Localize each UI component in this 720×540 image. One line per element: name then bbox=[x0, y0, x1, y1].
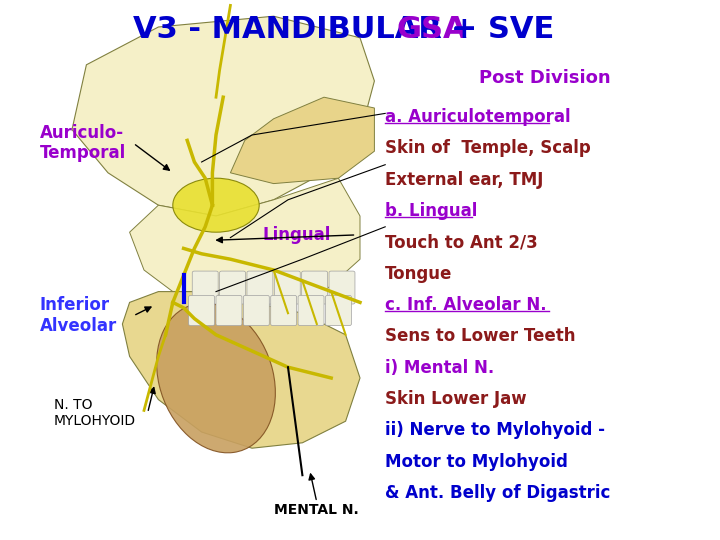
Text: Sens to Lower Teeth: Sens to Lower Teeth bbox=[385, 327, 576, 345]
Text: + SVE: + SVE bbox=[441, 15, 554, 44]
Text: Inferior
Alveolar: Inferior Alveolar bbox=[40, 296, 117, 335]
FancyBboxPatch shape bbox=[216, 295, 242, 326]
Text: Lingual: Lingual bbox=[263, 226, 331, 244]
Text: V3 - MANDIBULAR -: V3 - MANDIBULAR - bbox=[133, 15, 476, 44]
Text: External ear, TMJ: External ear, TMJ bbox=[385, 171, 544, 188]
Text: Motor to Mylohyoid: Motor to Mylohyoid bbox=[385, 453, 568, 470]
FancyBboxPatch shape bbox=[192, 271, 218, 304]
Polygon shape bbox=[130, 178, 360, 308]
Polygon shape bbox=[122, 292, 360, 448]
Text: c. Inf. Alveolar N.: c. Inf. Alveolar N. bbox=[385, 296, 546, 314]
Text: Post Division: Post Division bbox=[479, 69, 611, 87]
FancyBboxPatch shape bbox=[220, 271, 246, 304]
Text: ii) Nerve to Mylohyoid -: ii) Nerve to Mylohyoid - bbox=[385, 421, 606, 439]
FancyBboxPatch shape bbox=[325, 295, 351, 326]
FancyBboxPatch shape bbox=[298, 295, 324, 326]
Text: a. Auriculotemporal: a. Auriculotemporal bbox=[385, 108, 571, 126]
Text: & Ant. Belly of Digastric: & Ant. Belly of Digastric bbox=[385, 484, 611, 502]
Polygon shape bbox=[72, 16, 374, 216]
Text: N. TO
MYLOHYOID: N. TO MYLOHYOID bbox=[54, 398, 136, 428]
Text: b. Lingual: b. Lingual bbox=[385, 202, 477, 220]
Text: GSA: GSA bbox=[396, 15, 467, 44]
Text: MENTAL N.: MENTAL N. bbox=[274, 503, 359, 517]
FancyBboxPatch shape bbox=[243, 295, 269, 326]
FancyBboxPatch shape bbox=[274, 271, 300, 304]
Text: Skin Lower Jaw: Skin Lower Jaw bbox=[385, 390, 527, 408]
FancyBboxPatch shape bbox=[189, 295, 215, 326]
Text: Skin of  Temple, Scalp: Skin of Temple, Scalp bbox=[385, 139, 591, 157]
Text: Auriculo-
Temporal: Auriculo- Temporal bbox=[40, 124, 126, 163]
Ellipse shape bbox=[157, 303, 275, 453]
Text: Touch to Ant 2/3: Touch to Ant 2/3 bbox=[385, 233, 538, 251]
FancyBboxPatch shape bbox=[329, 271, 355, 304]
Text: i) Mental N.: i) Mental N. bbox=[385, 359, 495, 376]
FancyBboxPatch shape bbox=[302, 271, 328, 304]
Polygon shape bbox=[230, 97, 374, 184]
FancyBboxPatch shape bbox=[247, 271, 273, 304]
Text: Tongue: Tongue bbox=[385, 265, 453, 282]
FancyBboxPatch shape bbox=[271, 295, 297, 326]
Ellipse shape bbox=[173, 178, 259, 232]
